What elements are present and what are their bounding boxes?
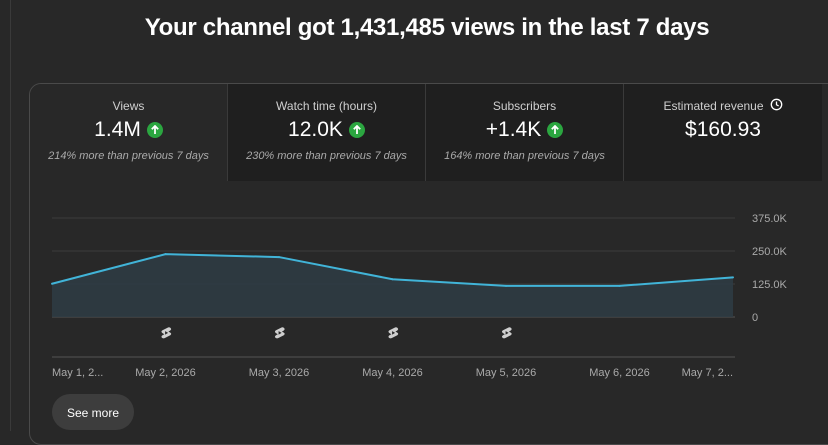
metric-value: 12.0K (288, 118, 343, 141)
data-point (51, 282, 53, 285)
data-point (391, 278, 394, 281)
metric-label: Watch time (hours) (276, 98, 377, 113)
shorts-icon-play (505, 331, 509, 335)
y-tick-label: 125.0K (752, 279, 788, 291)
arrow-up-icon (547, 122, 564, 138)
shorts-icon (274, 327, 285, 339)
views-chart: 375.0K 250.0K 125.0K 0 May 1, 2... May 2, 202… (30, 181, 828, 441)
metric-tabs: Views 1.4M 214% more than previous 7 day… (30, 84, 828, 181)
y-tick-label: 375.0K (752, 213, 788, 225)
x-tick-label: May 4, 2026 (362, 367, 423, 379)
data-point (164, 253, 167, 256)
left-panel-edge (0, 0, 11, 431)
shorts-icon (388, 327, 399, 339)
arrow-up-icon (348, 122, 365, 138)
shorts-icon (161, 327, 172, 339)
shorts-icon-play (165, 331, 169, 335)
tab-watch-time[interactable]: Watch time (hours) 12.0K 230% more than … (228, 84, 426, 181)
area-fill (52, 254, 733, 317)
tab-subscribers[interactable]: Subscribers +1.4K 164% more than previou… (426, 84, 624, 181)
metric-note: 230% more than previous 7 days (246, 150, 407, 162)
y-tick-label: 250.0K (752, 246, 788, 258)
metric-note: 164% more than previous 7 days (444, 150, 605, 162)
metric-label: Subscribers (492, 98, 557, 113)
metric-value: $160.93 (685, 118, 761, 141)
arrow-up-icon (146, 122, 163, 138)
page-headline: Your channel got 1,431,485 views in the … (144, 14, 710, 41)
see-more-button[interactable]: See more (52, 394, 134, 430)
shorts-icon-play (392, 331, 396, 335)
x-tick-label: May 1, 2... (52, 367, 103, 379)
metric-value: +1.4K (485, 118, 542, 141)
metric-note: 214% more than previous 7 days (48, 150, 209, 162)
data-point (618, 284, 621, 287)
x-tick-label: May 6, 2026 (589, 367, 650, 379)
data-point (505, 284, 507, 287)
chart-svg: 375.0K 250.0K 125.0K 0 May 1, 2... May 2, 202… (51, 213, 788, 379)
data-point (732, 276, 734, 279)
data-point (278, 256, 280, 259)
tab-views[interactable]: Views 1.4M 214% more than previous 7 day… (30, 84, 228, 181)
x-tick-label: May 2, 2026 (135, 367, 196, 379)
shorts-icon-play (278, 331, 282, 335)
clock-icon (770, 98, 783, 114)
x-tick-label: May 7, 2... (682, 367, 733, 379)
x-tick-label: May 3, 2026 (249, 367, 310, 379)
x-tick-label: May 5, 2026 (476, 367, 537, 379)
analytics-card: Views 1.4M 214% more than previous 7 day… (29, 83, 828, 445)
shorts-icon (501, 327, 512, 339)
tab-estimated-revenue[interactable]: Estimated revenue $160.93 (624, 84, 822, 181)
metric-label: Estimated revenue (663, 98, 764, 113)
metric-value: 1.4M (94, 118, 141, 141)
metric-label: Views (112, 98, 145, 113)
y-tick-label: 0 (752, 312, 758, 324)
